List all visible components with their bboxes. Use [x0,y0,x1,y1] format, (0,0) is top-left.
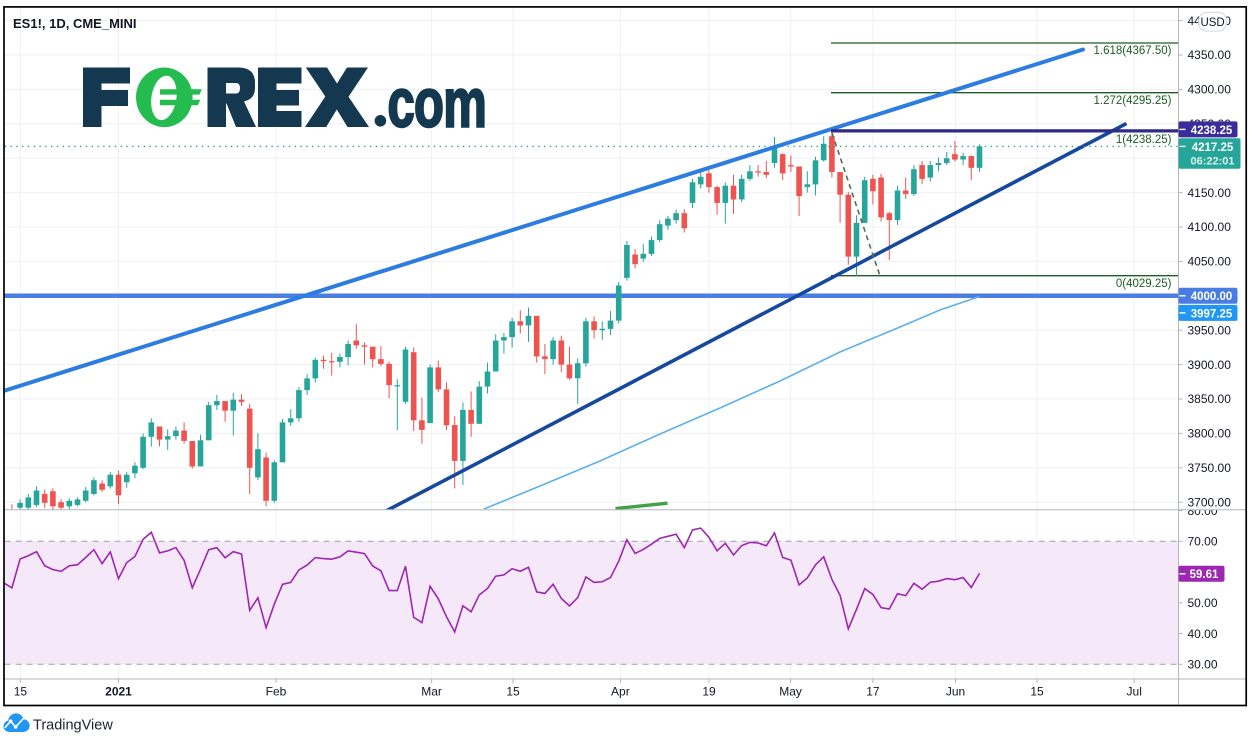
svg-text:30.00: 30.00 [1188,658,1218,672]
svg-text:3900.00: 3900.00 [1188,358,1232,372]
svg-text:4350.00: 4350.00 [1188,48,1232,62]
svg-text:Jun: Jun [946,684,965,698]
svg-text:1.618(4367.50): 1.618(4367.50) [1093,45,1171,57]
svg-text:4300.00: 4300.00 [1188,83,1232,97]
svg-text:17: 17 [866,684,880,698]
svg-text:4238.25: 4238.25 [1191,125,1233,137]
svg-text:1.272(4295.25): 1.272(4295.25) [1093,95,1171,107]
svg-text:May: May [779,684,802,698]
svg-text:4000.00: 4000.00 [1191,291,1233,303]
svg-text:USD: USD [1200,17,1224,29]
svg-text:4050.00: 4050.00 [1188,255,1232,269]
svg-text:3950.00: 3950.00 [1188,323,1232,337]
svg-text:80.00: 80.00 [1188,504,1218,518]
svg-text:com: com [388,64,487,141]
svg-text:3997.25: 3997.25 [1191,308,1233,320]
svg-text:15: 15 [1030,684,1044,698]
svg-text:1(4238.25): 1(4238.25) [1116,134,1172,146]
svg-text:50.00: 50.00 [1188,596,1218,610]
svg-text:15: 15 [506,684,520,698]
svg-text:Mar: Mar [421,684,442,698]
svg-text:3700.00: 3700.00 [1188,495,1232,509]
svg-text:4150.00: 4150.00 [1188,186,1232,200]
svg-text:4100.00: 4100.00 [1188,220,1232,234]
svg-text:40.00: 40.00 [1188,627,1218,641]
svg-text:Feb: Feb [266,684,287,698]
svg-text:TradingView: TradingView [33,717,113,733]
svg-text:4217.25: 4217.25 [1192,142,1234,154]
svg-text:Apr: Apr [611,684,630,698]
svg-text:2021: 2021 [105,684,132,698]
svg-text:3850.00: 3850.00 [1188,392,1232,406]
svg-text:70.00: 70.00 [1188,535,1218,549]
svg-text:19: 19 [702,684,716,698]
svg-text:06:22:01: 06:22:01 [1190,156,1234,168]
svg-text:3750.00: 3750.00 [1188,461,1232,475]
svg-text:0(4029.25): 0(4029.25) [1116,278,1172,290]
svg-text:ES1!, 1D, CME_MINI: ES1!, 1D, CME_MINI [13,16,137,31]
svg-text:15: 15 [14,684,28,698]
svg-text:Jul: Jul [1127,684,1142,698]
svg-text:59.61: 59.61 [1190,569,1219,581]
svg-text:3800.00: 3800.00 [1188,427,1232,441]
